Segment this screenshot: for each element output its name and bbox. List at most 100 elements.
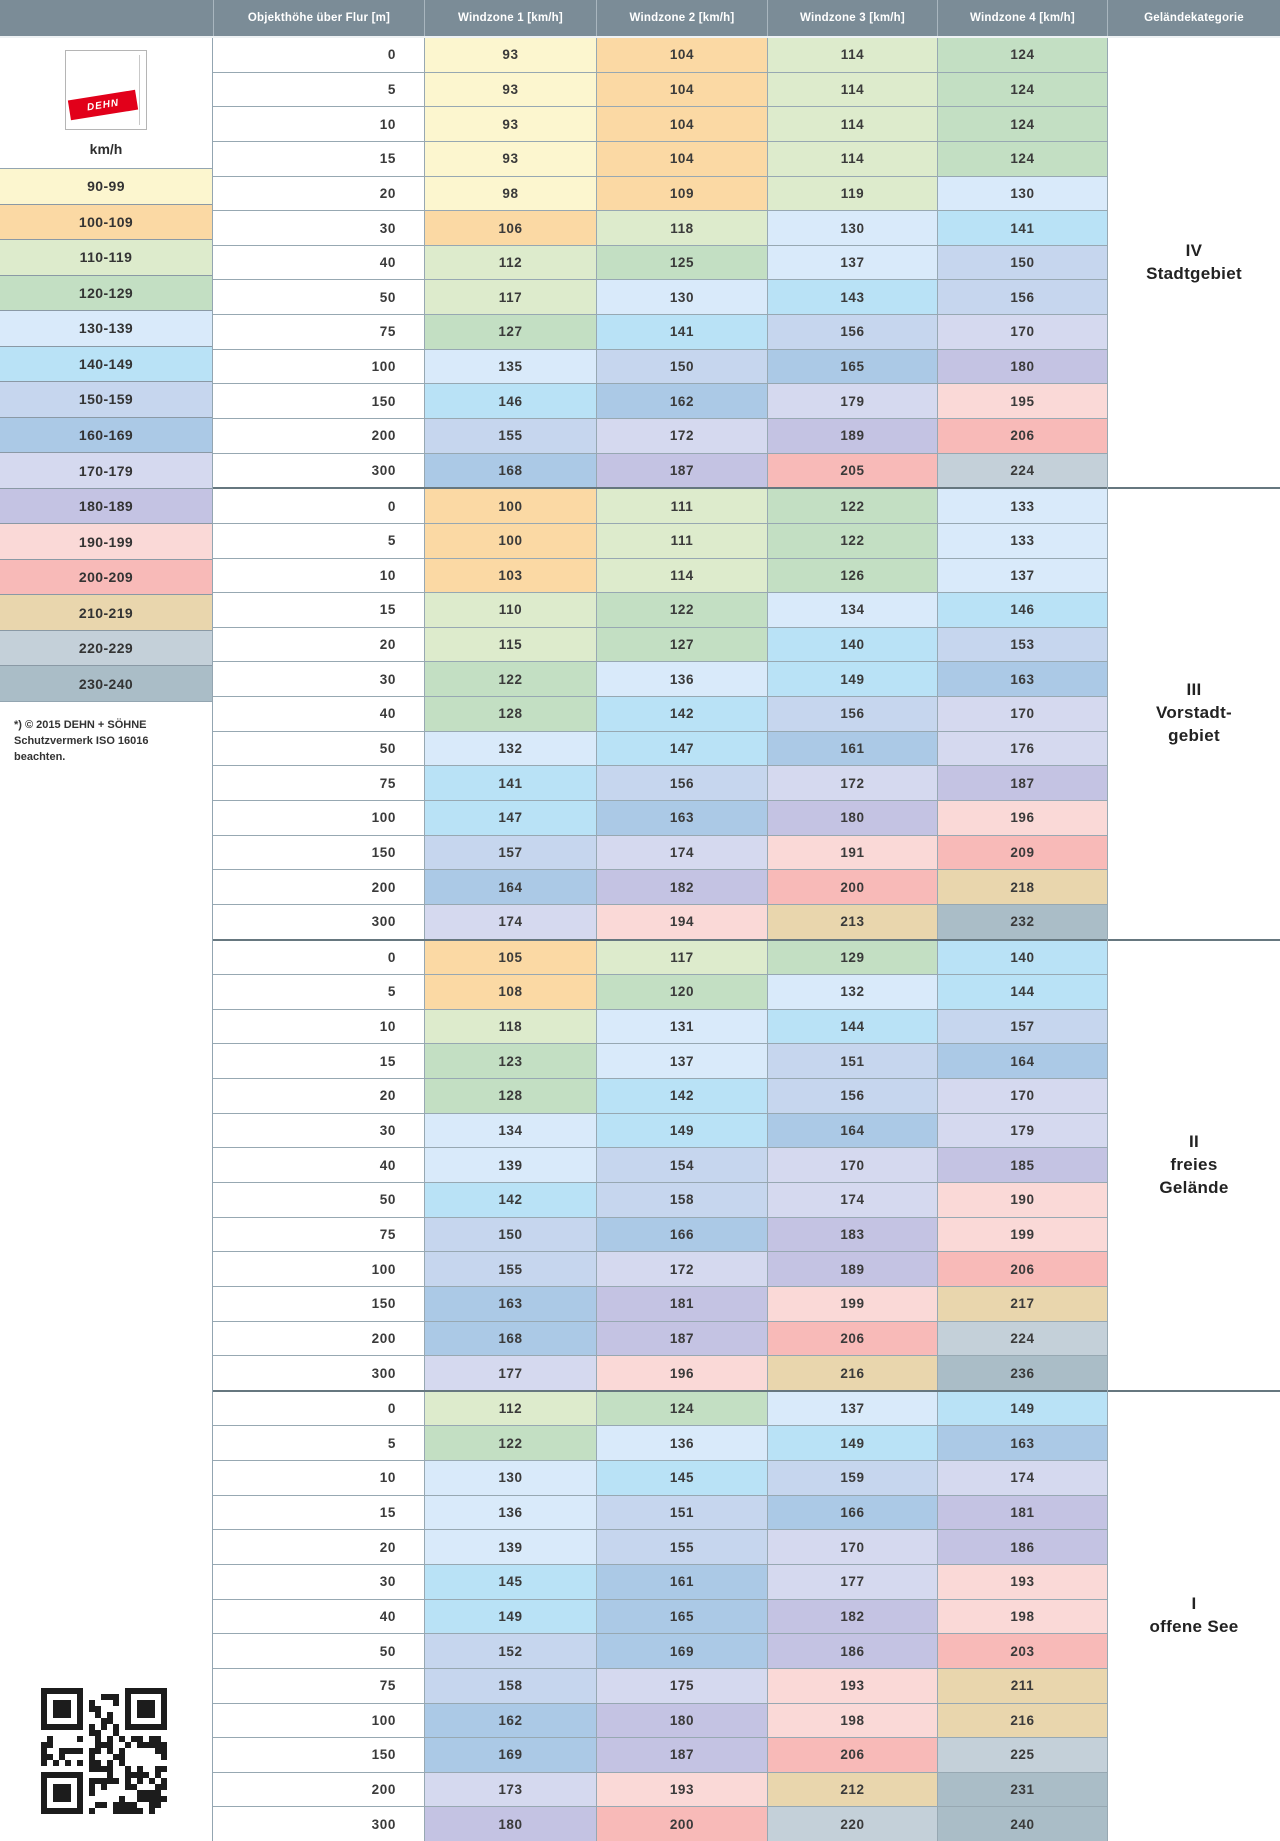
wind-speed-cell: 198 [767,1703,937,1738]
wind-speed-cell: 130 [596,280,767,315]
wind-speed-cell: 209 [937,835,1107,870]
height-cell: 40 [213,697,424,731]
height-cell: 0 [213,1391,424,1426]
legend-unit-label: km/h [89,141,123,157]
table-body: 0 93 104 114 124 5 93 104 114 124 10 93 104 114 124 15 9… [213,38,1107,1841]
wind-speed-cell: 142 [596,1079,767,1113]
table-row: 100 162 180 198 216 [213,1702,1107,1738]
table-row: 30 134 149 164 179 [213,1112,1107,1148]
category-label: I offene See [1149,1594,1239,1637]
height-cell: 0 [213,38,424,72]
table-row: 15 123 137 151 164 [213,1043,1107,1079]
legend-range-label: 100-109 [78,213,134,230]
table-row: 150 146 162 179 195 [213,383,1107,419]
wind-speed-cell: 149 [937,1391,1107,1426]
table-row: 75 127 141 156 170 [213,314,1107,349]
wind-speed-cell: 231 [937,1772,1107,1807]
height-cell: 30 [213,1113,424,1148]
table-row: 20 139 155 170 186 [213,1529,1107,1564]
legend-range-label: 160-169 [78,426,134,443]
table-row: 30 122 136 149 163 [213,661,1107,697]
wind-speed-cell: 128 [424,697,596,731]
legend-range-label: 220-229 [78,640,134,657]
wind-speed-cell: 155 [424,419,596,453]
table-section: 0 93 104 114 124 5 93 104 114 124 10 93 104 114 124 15 9… [213,38,1107,488]
wind-speed-cell: 143 [767,280,937,315]
table-row: 15 110 122 134 146 [213,592,1107,627]
wind-speed-cell: 170 [767,1530,937,1564]
height-cell: 15 [213,593,424,627]
height-cell: 30 [213,211,424,245]
wind-speed-cell: 196 [596,1356,767,1390]
table-row: 300 177 196 216 236 [213,1355,1107,1390]
table-row: 15 136 151 166 181 [213,1494,1107,1530]
height-cell: 200 [213,1772,424,1807]
wind-speed-cell: 103 [424,558,596,593]
wind-speed-cell: 133 [937,523,1107,558]
legend-range-label: 120-129 [78,284,134,301]
table-row: 5 93 104 114 124 [213,71,1107,107]
category-cell: III Vorstadt- gebiet [1108,487,1280,939]
height-cell: 75 [213,1217,424,1252]
wind-speed-cell: 236 [937,1356,1107,1390]
legend-range-label: 170-179 [78,462,134,479]
wind-speed-cell: 175 [596,1668,767,1703]
height-cell: 100 [213,1252,424,1286]
wind-speed-cell: 157 [424,835,596,870]
dehn-logo: DEHN [0,38,212,130]
wind-speed-cell: 149 [596,1113,767,1148]
category-label: II freies Gelände [1159,1131,1229,1197]
wind-speed-cell: 137 [767,1391,937,1426]
legend-band: 190-199 [0,523,212,559]
wind-speed-cell: 224 [937,453,1107,488]
wind-speed-cell: 186 [937,1530,1107,1564]
table-row: 150 163 181 199 217 [213,1285,1107,1321]
category-column: IV Stadtgebiet III Vorstadt- gebiet II fre… [1107,38,1280,1841]
wind-speed-cell: 187 [596,1738,767,1772]
legend-band: 200-209 [0,558,212,595]
height-cell: 5 [213,975,424,1009]
wind-speed-cell: 180 [767,801,937,835]
wind-speed-cell: 112 [424,245,596,280]
wind-speed-cell: 115 [424,627,596,662]
wind-speed-cell: 127 [424,315,596,349]
wind-speed-cell: 93 [424,141,596,176]
wind-speed-cell: 145 [424,1564,596,1599]
wind-speed-cell: 164 [937,1044,1107,1079]
wind-speed-cell: 206 [767,1738,937,1772]
height-cell: 0 [213,940,424,975]
wind-speed-cell: 205 [767,453,937,488]
wind-speed-cell: 112 [424,1391,596,1426]
wind-speed-cell: 174 [424,904,596,939]
wind-speed-cell: 132 [767,975,937,1009]
header-cell-empty [0,0,213,36]
table-row: 30 106 118 130 141 [213,210,1107,245]
table-row: 10 118 131 144 157 [213,1008,1107,1044]
legend-band: 180-189 [0,487,212,524]
wind-speed-cell: 156 [937,280,1107,315]
wind-speed-cell: 151 [596,1495,767,1530]
wind-speed-cell: 124 [937,38,1107,72]
qr-code [38,1685,170,1817]
wind-speed-cell: 170 [937,697,1107,731]
legend-band: 110-119 [0,239,212,275]
wind-speed-cell: 187 [596,1321,767,1356]
legend-range-label: 90-99 [87,178,125,195]
wind-speed-cell: 131 [596,1009,767,1044]
wind-speed-cell: 111 [596,523,767,558]
wind-speed-cell: 149 [767,1426,937,1461]
wind-speed-cell: 211 [937,1668,1107,1703]
wind-speed-cell: 156 [767,1079,937,1113]
column-header-windzone-4: Windzone 4 [km/h] [937,0,1107,36]
wind-speed-cell: 180 [424,1807,596,1841]
table-row: 100 147 163 180 196 [213,800,1107,835]
height-cell: 0 [213,489,424,523]
wind-speed-cell: 190 [937,1182,1107,1217]
height-cell: 300 [213,1807,424,1841]
wind-speed-cell: 173 [424,1772,596,1807]
table-row: 50 142 158 174 190 [213,1181,1107,1217]
height-cell: 100 [213,1703,424,1738]
height-cell: 50 [213,1634,424,1668]
height-cell: 75 [213,766,424,801]
table-row: 200 168 187 206 224 [213,1320,1107,1356]
